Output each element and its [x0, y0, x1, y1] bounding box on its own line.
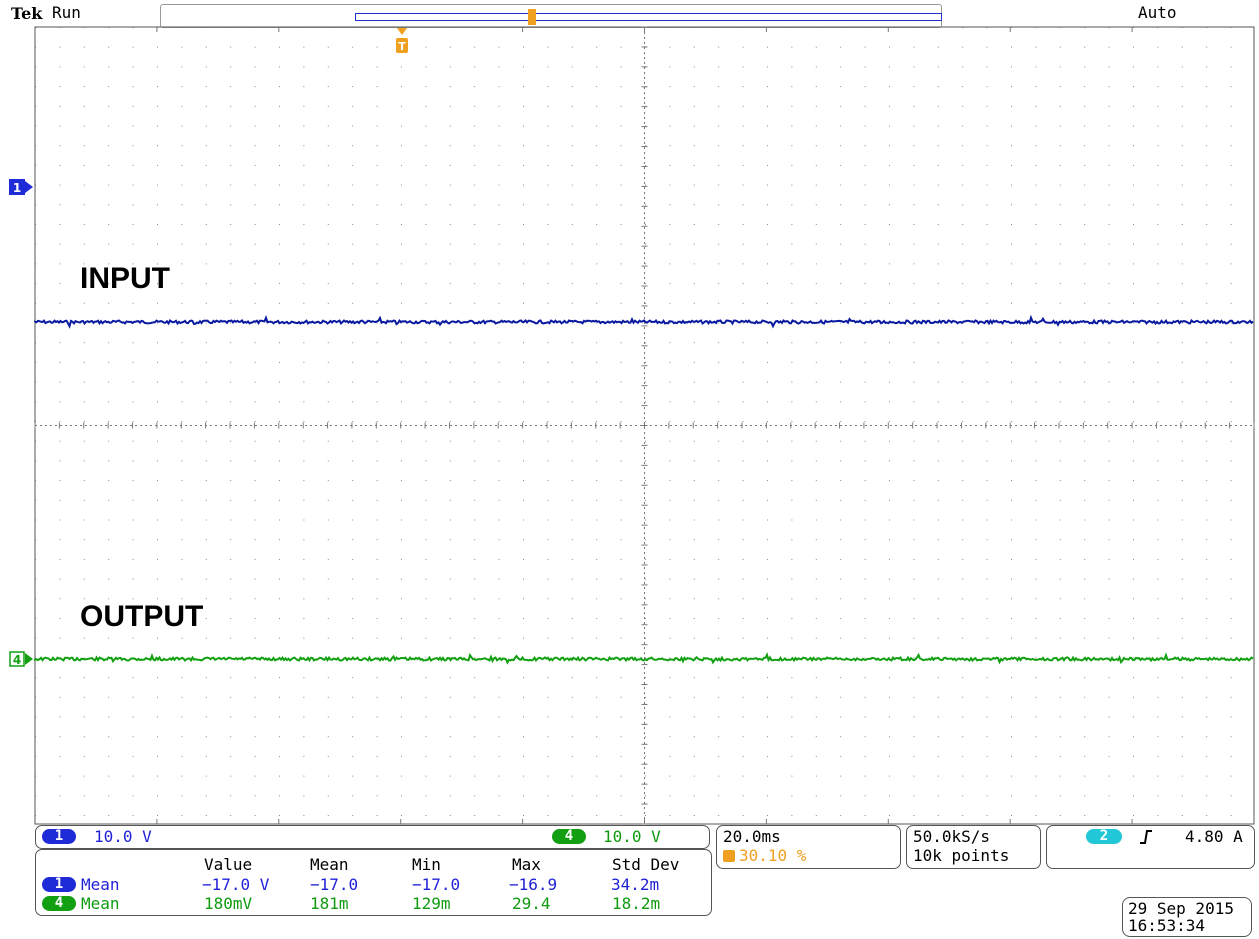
trigger-pos-icon: [723, 850, 735, 862]
meas-row2-type: Mean: [81, 894, 120, 913]
meas-header-mean: Mean: [310, 855, 349, 874]
record-length: 10k points: [913, 846, 1010, 865]
input-label: INPUT: [80, 262, 170, 295]
grid-lines: [34, 26, 1255, 825]
meas-row2-min: 129m: [412, 894, 451, 913]
trigger-mode: Auto: [1138, 3, 1177, 22]
meas-row2-value: 180mV: [204, 894, 253, 913]
timebase-box[interactable]: 20.0ms 30.10 %: [716, 825, 901, 869]
meas-row1-min: −17.0: [412, 875, 461, 894]
measurement-table: Value Mean Min Max Std Dev 1 Mean −17.0 …: [35, 849, 712, 916]
output-label: OUTPUT: [80, 600, 204, 633]
acquisition-box[interactable]: 50.0kS/s 10k points: [906, 825, 1041, 869]
record-trigger-icon: [528, 9, 536, 25]
trigger-source-badge: 2: [1086, 829, 1122, 844]
meas-header-value: Value: [204, 855, 253, 874]
ch4-ground-marker[interactable]: 4: [9, 651, 35, 673]
svg-text:T: T: [398, 40, 406, 53]
meas-row2-max: 29.4: [512, 894, 551, 913]
ch1-scale: 10.0 V: [94, 827, 152, 846]
trigger-arrow-icon: T: [396, 28, 408, 53]
brand-logo: Tek: [11, 4, 43, 23]
ch4-badge[interactable]: 4: [552, 829, 586, 844]
meas-row1-type: Mean: [81, 875, 120, 894]
meas-row1-stddev: 34.2m: [611, 875, 660, 894]
date: 29 Sep 2015: [1128, 899, 1234, 918]
meas-row1-max: −16.9: [509, 875, 558, 894]
ch4-scale: 10.0 V: [603, 827, 661, 846]
record-view-window[interactable]: [355, 13, 942, 21]
ch1-marker-icon: 1: [9, 179, 33, 195]
meas-header-max: Max: [512, 855, 541, 874]
ch4-marker-icon: 4: [9, 651, 33, 667]
datetime-box: 29 Sep 2015 16:53:34: [1122, 897, 1252, 937]
ch1-waveform: [34, 314, 1254, 329]
trigger-position: 30.10 %: [739, 846, 807, 865]
graticule: [34, 26, 1255, 825]
ch1-ground-marker[interactable]: 1: [9, 179, 35, 201]
sample-rate: 50.0kS/s: [913, 827, 991, 846]
rising-edge-icon: [1140, 830, 1152, 844]
ch1-badge[interactable]: 1: [42, 829, 76, 844]
trigger-position-marker[interactable]: T: [395, 28, 409, 60]
meas-row2-stddev: 18.2m: [612, 894, 661, 913]
trigger-box[interactable]: 2 4.80 A: [1046, 825, 1255, 869]
svg-text:4: 4: [13, 653, 21, 667]
timebase-scale: 20.0ms: [723, 827, 781, 846]
channel-scale-box[interactable]: 1 10.0 V 4 10.0 V: [35, 825, 710, 849]
svg-text:1: 1: [13, 181, 21, 195]
meas-row1-value: −17.0 V: [202, 875, 270, 894]
meas-row2-mean: 181m: [310, 894, 349, 913]
meas-row1-ch-badge: 1: [42, 877, 76, 892]
meas-row2-ch-badge: 4: [42, 896, 76, 911]
time: 16:53:34: [1128, 916, 1206, 935]
meas-row1-mean: −17.0: [310, 875, 359, 894]
acquisition-status: Run: [52, 3, 81, 22]
trigger-level: 4.80 A: [1185, 827, 1243, 846]
ch4-waveform: [34, 652, 1254, 665]
meas-header-min: Min: [412, 855, 441, 874]
meas-header-stddev: Std Dev: [612, 855, 680, 874]
